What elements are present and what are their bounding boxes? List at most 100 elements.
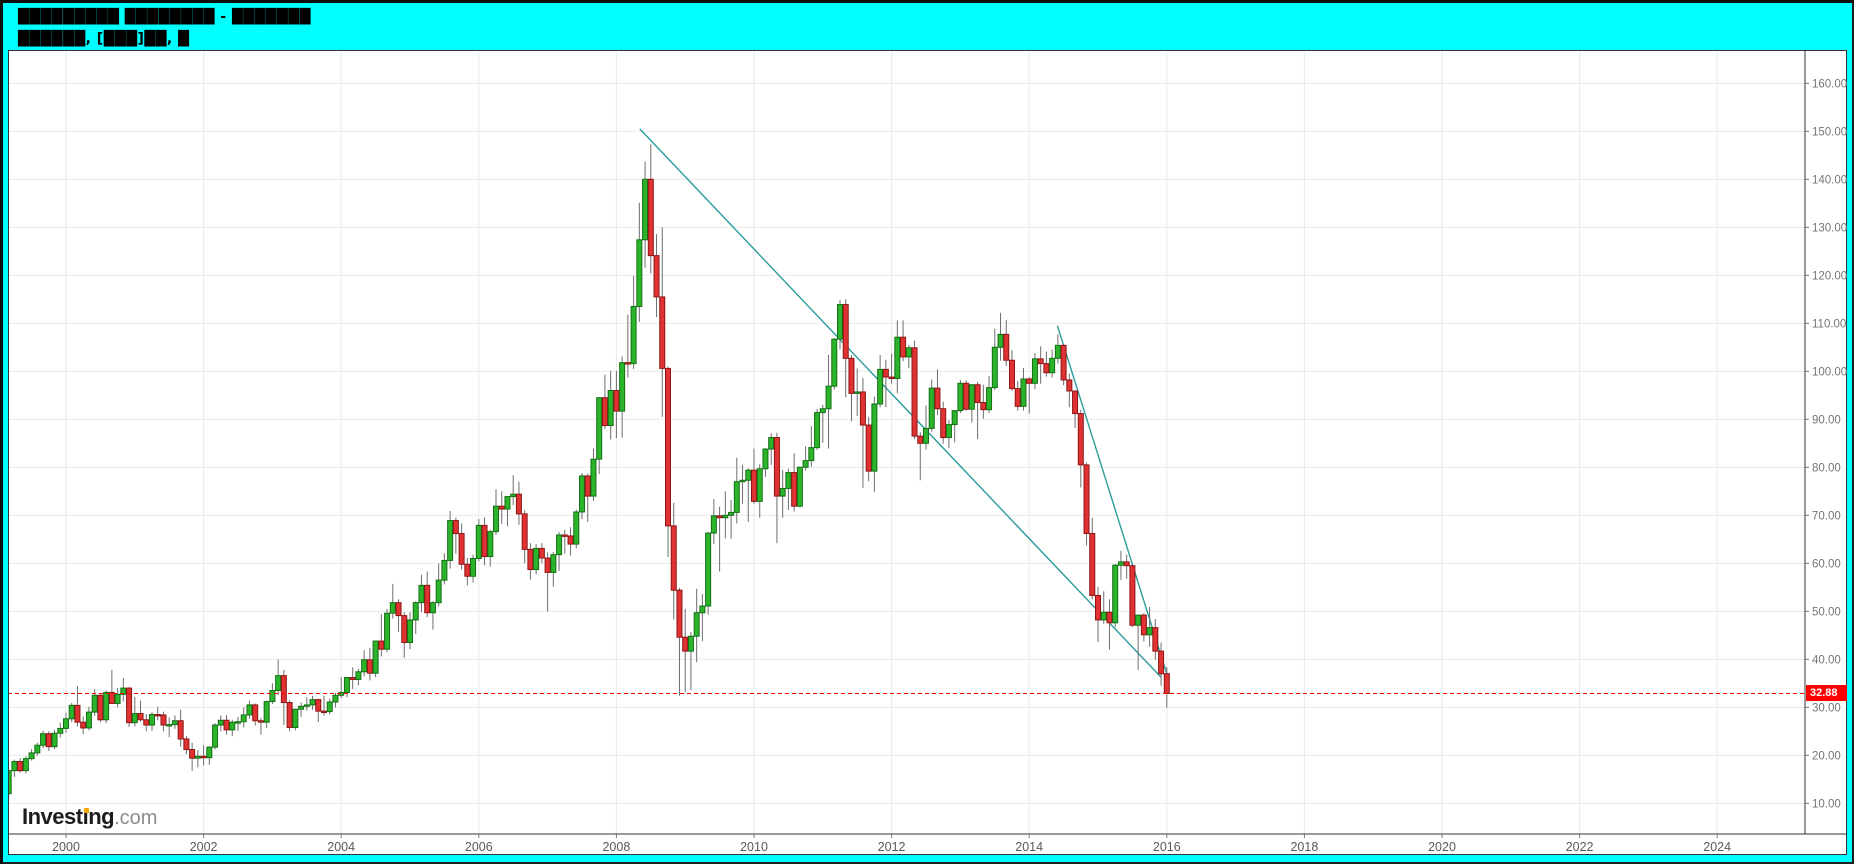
candle-up — [91, 694, 98, 713]
candle-up — [705, 532, 712, 607]
candle-up — [103, 691, 110, 721]
candle-up — [332, 694, 339, 703]
candle-up — [11, 761, 18, 772]
y-axis-label: 10.00 — [1812, 798, 1841, 810]
x-axis-label: 2018 — [1290, 840, 1318, 854]
candle-down — [613, 390, 620, 412]
candle-down — [791, 472, 798, 507]
candle-up — [435, 579, 442, 604]
candle-up — [40, 733, 47, 746]
candle-up — [355, 671, 362, 680]
y-axis-label: 110.00 — [1812, 318, 1846, 330]
candle-up — [630, 306, 637, 365]
candle-up — [693, 612, 700, 637]
candle-down — [223, 719, 230, 731]
candle-up — [389, 602, 396, 614]
candle-up — [68, 704, 75, 720]
x-axis-label: 2022 — [1566, 840, 1594, 854]
candle-down — [647, 178, 654, 257]
candle-down — [900, 336, 907, 358]
candle-up — [802, 460, 809, 468]
candle-down — [1043, 363, 1050, 374]
candle-up — [1100, 611, 1107, 621]
candle-down — [527, 548, 534, 571]
candle-down — [1066, 379, 1073, 392]
candle-up — [418, 584, 425, 604]
candle-down — [1106, 611, 1113, 624]
candle-up — [429, 602, 436, 614]
candle-down — [464, 563, 471, 577]
candle-down — [670, 525, 677, 591]
candle-down — [567, 535, 574, 545]
candle-down — [859, 391, 866, 426]
candle-up — [384, 612, 391, 650]
candle-up — [687, 635, 694, 652]
x-axis-label: 2008 — [602, 840, 630, 854]
y-axis-label: 100.00 — [1812, 366, 1847, 378]
candle-up — [945, 424, 952, 439]
candle-up — [235, 721, 241, 724]
candle-up — [928, 387, 935, 429]
candle-down — [974, 384, 981, 403]
candle-down — [882, 368, 889, 378]
candle-up — [1054, 344, 1061, 359]
candle-up — [854, 391, 861, 394]
candle-down — [911, 347, 918, 437]
candle-down — [349, 677, 356, 680]
candle-up — [710, 515, 717, 534]
x-axis-label: 2000 — [52, 840, 80, 854]
chart-title-redacted: █████████ ████████ - ███████ — [18, 9, 311, 25]
trendline[interactable] — [639, 128, 1162, 679]
candle-down — [1095, 594, 1101, 621]
candle-down — [1158, 650, 1165, 675]
candle-down — [183, 738, 190, 751]
candle-down — [378, 640, 385, 650]
candle-up — [579, 475, 585, 513]
candle-up — [1112, 564, 1119, 624]
candle-up — [487, 531, 494, 558]
candle-down — [1140, 614, 1147, 636]
candle-up — [699, 605, 706, 614]
candle-up — [194, 755, 201, 759]
candle-up — [57, 727, 64, 734]
logo-part2: ng — [88, 804, 115, 829]
candle-down — [189, 749, 196, 759]
last-price-badge: 32.88 — [1806, 685, 1847, 702]
candle-up — [739, 479, 746, 483]
candle-down — [1089, 533, 1096, 596]
candle-up — [997, 333, 1004, 348]
candle-down — [97, 694, 104, 721]
candle-down — [45, 733, 52, 748]
candle-up — [206, 746, 213, 759]
candle-down — [659, 296, 666, 369]
candle-down — [1003, 333, 1010, 361]
candle-up — [1031, 358, 1038, 384]
chart-canvas[interactable]: 160.00 150.00 140.00 130.00 120.00 110.00 100.… — [8, 50, 1847, 855]
candle-up — [825, 385, 832, 410]
candle-up — [275, 675, 282, 691]
candle-down — [1060, 344, 1067, 381]
candle-up — [808, 447, 815, 462]
candle-up — [269, 690, 276, 703]
candle-up — [1117, 561, 1124, 566]
candle-down — [80, 721, 87, 729]
candle-up — [149, 714, 155, 726]
x-axis-label: 2002 — [190, 840, 218, 854]
candle-up — [309, 699, 316, 706]
candle-up — [292, 708, 299, 728]
candle-down — [17, 761, 24, 772]
candle-down — [424, 584, 431, 614]
candle-up — [991, 346, 998, 389]
candle-up — [785, 472, 792, 489]
candle-up — [779, 487, 786, 497]
candle-down — [917, 435, 924, 444]
x-axis-label: 2010 — [740, 840, 768, 854]
candle-down — [682, 636, 689, 652]
candle-up — [905, 347, 912, 358]
x-axis-label: 2020 — [1428, 840, 1456, 854]
candle-down — [1163, 673, 1170, 694]
candle-up — [1146, 627, 1153, 636]
candle-up — [63, 718, 69, 729]
candle-down — [126, 687, 133, 724]
